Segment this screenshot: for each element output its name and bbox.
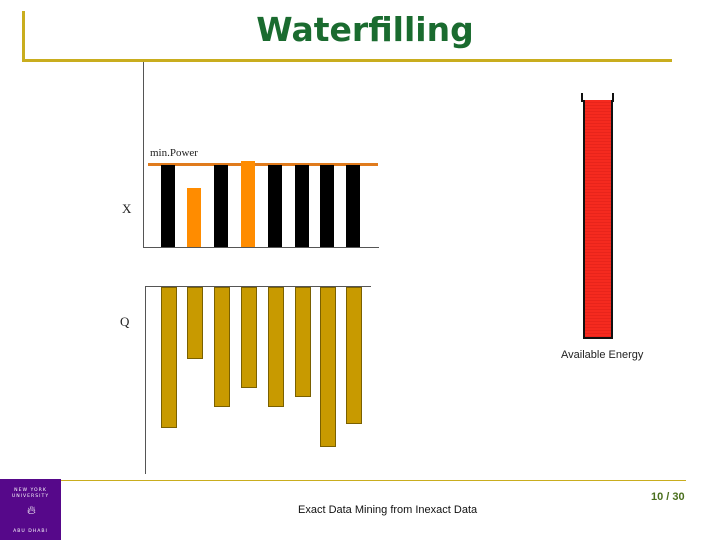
title-underline xyxy=(22,59,672,62)
x-label: X xyxy=(122,201,132,216)
x-bar-2 xyxy=(187,188,201,247)
x-bar-4 xyxy=(241,161,255,247)
x-bar-5 xyxy=(268,165,282,247)
x-bar-3 xyxy=(214,165,228,247)
x-bar-6 xyxy=(295,165,309,247)
q-bar-6 xyxy=(295,287,311,397)
x-bar-1 xyxy=(161,165,175,247)
min-power-line xyxy=(148,163,378,166)
q-label: Q xyxy=(120,314,130,329)
slide-title: Waterfilling xyxy=(256,10,474,49)
beaker-rim-right xyxy=(612,93,614,102)
q-bar-3 xyxy=(214,287,230,407)
beaker-rim-left xyxy=(581,93,583,102)
x-panel-axis xyxy=(143,62,144,248)
x-panel-baseline xyxy=(143,247,379,248)
footer-text: Exact Data Mining from Inexact Data xyxy=(298,504,478,516)
q-bar-4 xyxy=(241,287,257,388)
q-bar-1 xyxy=(161,287,177,428)
torch-icon: 🔥︎ xyxy=(27,503,36,517)
q-panel-topline xyxy=(145,286,371,287)
logo-line-1: NEW YORK xyxy=(14,488,47,493)
min-power-label: min.Power xyxy=(150,147,198,159)
x-bar-8 xyxy=(346,165,360,247)
page-number: 10 / 30 xyxy=(651,491,685,503)
footer-divider xyxy=(60,480,686,481)
q-bar-5 xyxy=(268,287,284,407)
available-energy-beaker xyxy=(583,100,613,339)
q-panel-axis xyxy=(145,286,146,474)
x-bar-7 xyxy=(320,165,334,247)
title-accent-bar xyxy=(22,11,25,62)
logo-line-2: UNIVERSITY xyxy=(11,494,50,499)
q-bar-2 xyxy=(187,287,203,359)
logo-line-3: ABU DHABI xyxy=(13,529,48,534)
nyu-abu-dhabi-logo: NEW YORK UNIVERSITY 🔥︎ ABU DHABI xyxy=(0,479,61,540)
q-bar-7 xyxy=(320,287,336,447)
q-bar-8 xyxy=(346,287,362,424)
available-energy-label: Available Energy xyxy=(561,349,644,361)
